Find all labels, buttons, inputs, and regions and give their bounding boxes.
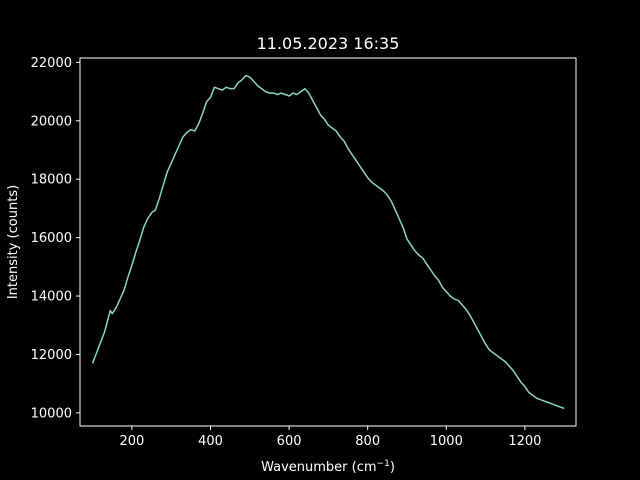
y-tick-label: 20000	[31, 114, 72, 129]
x-axis-label-suffix: )	[390, 460, 395, 475]
x-tick-label: 600	[277, 434, 302, 449]
x-tick-label: 800	[355, 434, 380, 449]
x-tick-label: 400	[198, 434, 223, 449]
y-tick-label: 10000	[31, 406, 72, 421]
y-tick-label: 16000	[31, 231, 72, 246]
x-tick-label: 1200	[508, 434, 541, 449]
x-tick-label: 200	[119, 434, 144, 449]
y-tick-label: 22000	[31, 56, 72, 71]
x-tick-label: 1000	[430, 434, 463, 449]
y-tick-label: 14000	[31, 290, 72, 305]
x-axis-label-prefix: Wavenumber (cm	[261, 460, 376, 475]
chart-title: 11.05.2023 16:35	[257, 34, 400, 53]
y-tick-label: 12000	[31, 348, 72, 363]
plot-area-frame	[79, 57, 577, 427]
y-axis-label: Intensity (counts)	[6, 185, 21, 299]
x-axis-label-superscript: −1	[377, 459, 390, 469]
x-axis-label: Wavenumber (cm−1)	[261, 459, 395, 475]
axis-ticks: 200 400 600 800 1000 1200 10000 12000 14000 16000…	[31, 56, 542, 449]
series-line-0	[91, 74, 565, 410]
y-tick-label: 18000	[31, 173, 72, 188]
series-layer	[91, 74, 565, 410]
